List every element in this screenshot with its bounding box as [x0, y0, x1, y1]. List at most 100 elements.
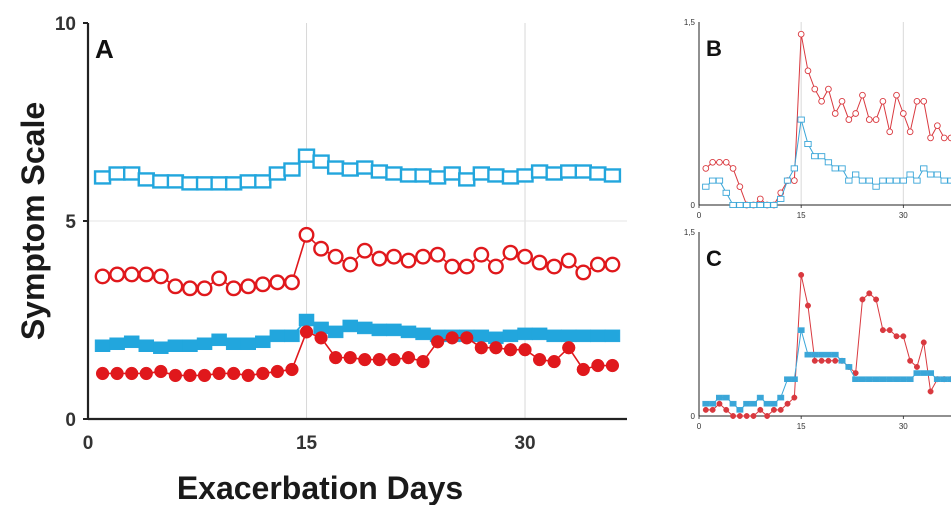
- data-point: [805, 302, 811, 309]
- data-point: [429, 246, 446, 263]
- data-point: [913, 97, 921, 105]
- data-point: [327, 325, 344, 339]
- data-point: [723, 406, 730, 413]
- data-point: [503, 343, 518, 357]
- data-point: [225, 280, 242, 297]
- data-point: [818, 351, 826, 358]
- data-point: [729, 400, 737, 407]
- data-point: [715, 394, 723, 401]
- data-point: [818, 357, 825, 364]
- data-point: [940, 134, 948, 142]
- data-point: [791, 177, 798, 184]
- data-point: [270, 364, 285, 379]
- panel-label: B: [706, 36, 722, 61]
- data-point: [342, 256, 359, 273]
- data-point: [900, 333, 907, 340]
- data-point: [560, 329, 577, 343]
- data-point: [285, 362, 299, 377]
- series-0: [702, 271, 951, 419]
- data-point: [283, 162, 301, 177]
- data-point: [313, 240, 330, 257]
- data-point: [109, 337, 125, 351]
- data-point: [94, 268, 111, 285]
- data-point: [893, 376, 900, 383]
- data-point: [791, 394, 798, 401]
- data-point: [605, 358, 620, 373]
- data-point: [797, 116, 805, 123]
- chart-panel-b: 0 1,5 0 15 30 B: [684, 18, 951, 220]
- data-point: [729, 201, 737, 209]
- data-point: [284, 329, 300, 343]
- data-point: [341, 162, 359, 177]
- data-point: [560, 164, 578, 179]
- data-point: [736, 201, 744, 209]
- data-point: [899, 376, 907, 383]
- data-point: [709, 158, 716, 166]
- data-point: [371, 323, 388, 337]
- data-point: [269, 274, 286, 291]
- data-point: [702, 183, 710, 190]
- data-point: [817, 153, 826, 160]
- y-axis-title: Symptom Scale: [15, 102, 51, 340]
- data-point: [716, 400, 723, 407]
- data-point: [872, 116, 880, 123]
- data-point: [574, 164, 592, 179]
- data-point: [342, 319, 358, 333]
- data-point: [123, 166, 141, 181]
- data-point: [545, 166, 563, 181]
- data-point: [852, 376, 860, 383]
- data-point: [859, 376, 866, 383]
- data-point: [845, 116, 853, 123]
- data-point: [764, 413, 771, 419]
- data-point: [899, 177, 907, 184]
- data-point: [899, 110, 907, 117]
- series-0: [93, 148, 622, 191]
- data-point: [886, 327, 893, 334]
- data-point: [297, 148, 316, 163]
- data-point: [123, 335, 140, 349]
- data-point: [576, 362, 590, 377]
- data-point: [152, 268, 169, 285]
- data-point: [269, 329, 286, 343]
- data-point: [940, 177, 948, 184]
- data-point: [784, 400, 791, 407]
- data-point: [798, 271, 805, 278]
- data-point: [241, 368, 255, 383]
- data-point: [845, 177, 853, 184]
- data-point: [743, 413, 750, 419]
- data-point: [920, 97, 928, 105]
- data-point: [502, 329, 519, 343]
- x-tick-label: 30: [899, 211, 908, 220]
- data-point: [254, 276, 271, 293]
- data-point: [872, 183, 880, 190]
- data-point: [575, 329, 592, 343]
- data-point: [940, 376, 948, 383]
- data-point: [356, 160, 374, 175]
- data-point: [472, 166, 491, 181]
- data-point: [181, 176, 199, 191]
- data-point: [920, 370, 928, 376]
- data-point: [197, 368, 212, 383]
- data-point: [590, 329, 606, 343]
- data-point: [166, 174, 185, 189]
- data-point: [879, 97, 887, 105]
- data-point: [428, 170, 447, 185]
- data-point: [859, 91, 866, 99]
- data-point: [913, 363, 920, 370]
- data-point: [756, 195, 764, 203]
- data-point: [110, 366, 124, 381]
- data-point: [415, 248, 432, 265]
- data-point: [831, 351, 839, 358]
- data-point: [784, 376, 791, 383]
- y-tick-label: 0: [691, 201, 696, 210]
- data-point: [138, 266, 155, 283]
- data-point: [329, 350, 343, 365]
- data-point: [283, 274, 300, 291]
- data-point: [722, 158, 730, 166]
- data-point: [501, 170, 520, 185]
- series-3: [95, 325, 620, 383]
- x-tick-label: 15: [797, 422, 806, 431]
- data-point: [385, 248, 402, 265]
- data-point: [770, 400, 778, 407]
- series-1: [702, 116, 951, 209]
